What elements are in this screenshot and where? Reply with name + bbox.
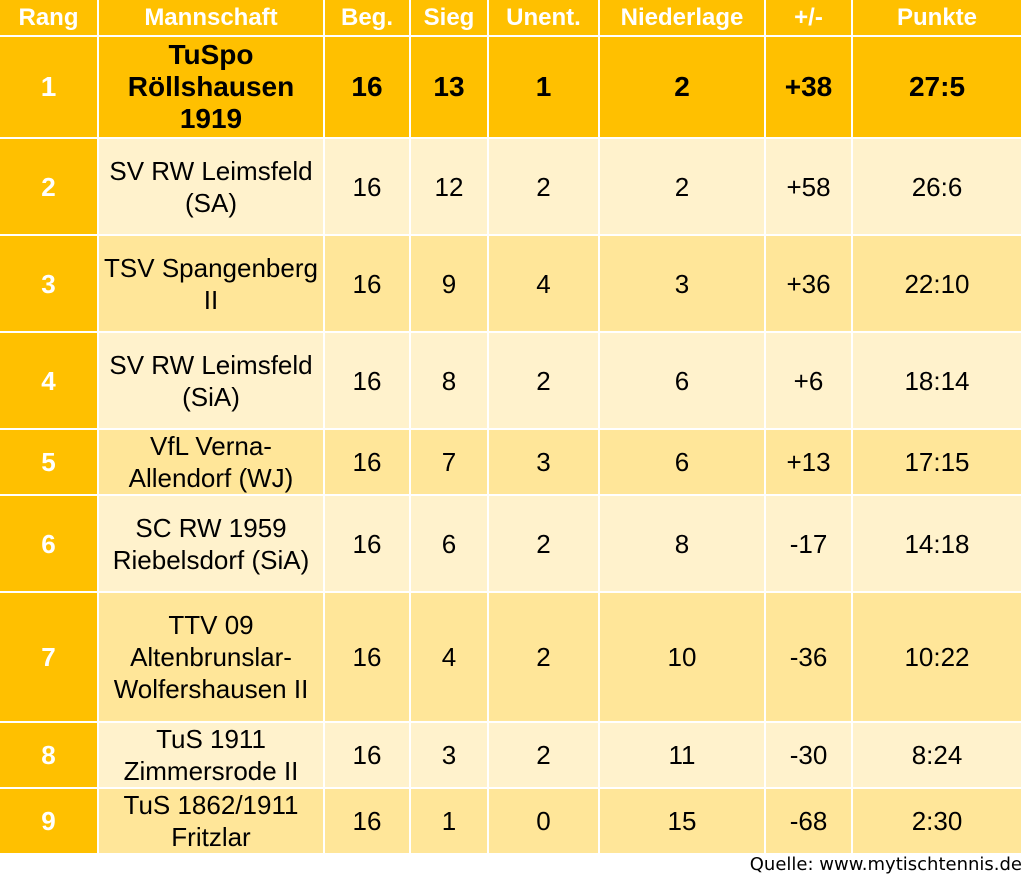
wins-cell: 12: [410, 138, 489, 236]
rank-cell: 6: [0, 495, 99, 593]
diff-cell: +38: [765, 36, 853, 139]
col-header-sieg: Sieg: [410, 0, 489, 37]
draws-cell: 2: [488, 495, 600, 593]
table-row: 8 TuS 1911 Zimmersrode II 16 3 2 11 -30 …: [0, 722, 1023, 789]
col-header-unent: Unent.: [488, 0, 600, 37]
table-row: 4 SV RW Leimsfeld (SiA) 16 8 2 6 +6 18:1…: [0, 332, 1023, 430]
rank-cell: 5: [0, 429, 99, 496]
team-cell: TSV Spangenberg II: [98, 235, 325, 333]
wins-cell: 6: [410, 495, 489, 593]
team-cell: SV RW Leimsfeld (SiA): [98, 332, 325, 430]
points-cell: 2:30: [852, 788, 1023, 855]
games-cell: 16: [324, 495, 411, 593]
points-cell: 27:5: [852, 36, 1023, 139]
points-cell: 26:6: [852, 138, 1023, 236]
table-row: 2 SV RW Leimsfeld (SA) 16 12 2 2 +58 26:…: [0, 138, 1023, 236]
team-cell: TuS 1862/1911 Fritzlar: [98, 788, 325, 855]
draws-cell: 2: [488, 722, 600, 789]
wins-cell: 3: [410, 722, 489, 789]
team-cell: TuS 1911 Zimmersrode II: [98, 722, 325, 789]
games-cell: 16: [324, 788, 411, 855]
table-row: 7 TTV 09 Altenbrunslar-Wolfershausen II …: [0, 592, 1023, 723]
points-cell: 10:22: [852, 592, 1023, 723]
draws-cell: 3: [488, 429, 600, 496]
table-row: 1 TuSpo Röllshausen 1919 16 13 1 2 +38 2…: [0, 36, 1023, 139]
wins-cell: 8: [410, 332, 489, 430]
games-cell: 16: [324, 235, 411, 333]
diff-cell: +6: [765, 332, 853, 430]
diff-cell: -30: [765, 722, 853, 789]
wins-cell: 4: [410, 592, 489, 723]
table-row: 5 VfL Verna-Allendorf (WJ) 16 7 3 6 +13 …: [0, 429, 1023, 496]
diff-cell: -68: [765, 788, 853, 855]
games-cell: 16: [324, 36, 411, 139]
diff-cell: +13: [765, 429, 853, 496]
games-cell: 16: [324, 429, 411, 496]
draws-cell: 2: [488, 332, 600, 430]
rank-cell: 9: [0, 788, 99, 855]
col-header-punkte: Punkte: [852, 0, 1023, 37]
col-header-rang: Rang: [0, 0, 99, 37]
draws-cell: 1: [488, 36, 600, 139]
games-cell: 16: [324, 332, 411, 430]
rank-cell: 3: [0, 235, 99, 333]
draws-cell: 0: [488, 788, 600, 855]
header-row: Rang Mannschaft Beg. Sieg Unent. Niederl…: [0, 0, 1023, 37]
diff-cell: +58: [765, 138, 853, 236]
source-caption: Quelle: www.mytischtennis.de: [749, 854, 1022, 875]
losses-cell: 2: [599, 36, 766, 139]
games-cell: 16: [324, 592, 411, 723]
losses-cell: 3: [599, 235, 766, 333]
points-cell: 17:15: [852, 429, 1023, 496]
team-cell: VfL Verna-Allendorf (WJ): [98, 429, 325, 496]
rank-cell: 8: [0, 722, 99, 789]
draws-cell: 4: [488, 235, 600, 333]
games-cell: 16: [324, 722, 411, 789]
wins-cell: 13: [410, 36, 489, 139]
wins-cell: 9: [410, 235, 489, 333]
points-cell: 22:10: [852, 235, 1023, 333]
rank-cell: 7: [0, 592, 99, 723]
wins-cell: 1: [410, 788, 489, 855]
losses-cell: 11: [599, 722, 766, 789]
diff-cell: -36: [765, 592, 853, 723]
table-row: 9 TuS 1862/1911 Fritzlar 16 1 0 15 -68 2…: [0, 788, 1023, 855]
losses-cell: 6: [599, 332, 766, 430]
draws-cell: 2: [488, 138, 600, 236]
diff-cell: +36: [765, 235, 853, 333]
col-header-beg: Beg.: [324, 0, 411, 37]
team-cell: TuSpo Röllshausen 1919: [98, 36, 325, 139]
table-row: 6 SC RW 1959 Riebelsdorf (SiA) 16 6 2 8 …: [0, 495, 1023, 593]
col-header-diff: +/-: [765, 0, 853, 37]
rank-cell: 4: [0, 332, 99, 430]
losses-cell: 15: [599, 788, 766, 855]
standings-table: Rang Mannschaft Beg. Sieg Unent. Niederl…: [0, 0, 1023, 855]
diff-cell: -17: [765, 495, 853, 593]
losses-cell: 10: [599, 592, 766, 723]
rank-cell: 2: [0, 138, 99, 236]
team-cell: SC RW 1959 Riebelsdorf (SiA): [98, 495, 325, 593]
team-cell: SV RW Leimsfeld (SA): [98, 138, 325, 236]
games-cell: 16: [324, 138, 411, 236]
rank-cell: 1: [0, 36, 99, 139]
points-cell: 8:24: [852, 722, 1023, 789]
col-header-niederlage: Niederlage: [599, 0, 766, 37]
table-row: 3 TSV Spangenberg II 16 9 4 3 +36 22:10: [0, 235, 1023, 333]
losses-cell: 6: [599, 429, 766, 496]
points-cell: 14:18: [852, 495, 1023, 593]
points-cell: 18:14: [852, 332, 1023, 430]
col-header-mannschaft: Mannschaft: [98, 0, 325, 37]
losses-cell: 2: [599, 138, 766, 236]
wins-cell: 7: [410, 429, 489, 496]
draws-cell: 2: [488, 592, 600, 723]
team-cell: TTV 09 Altenbrunslar-Wolfershausen II: [98, 592, 325, 723]
losses-cell: 8: [599, 495, 766, 593]
